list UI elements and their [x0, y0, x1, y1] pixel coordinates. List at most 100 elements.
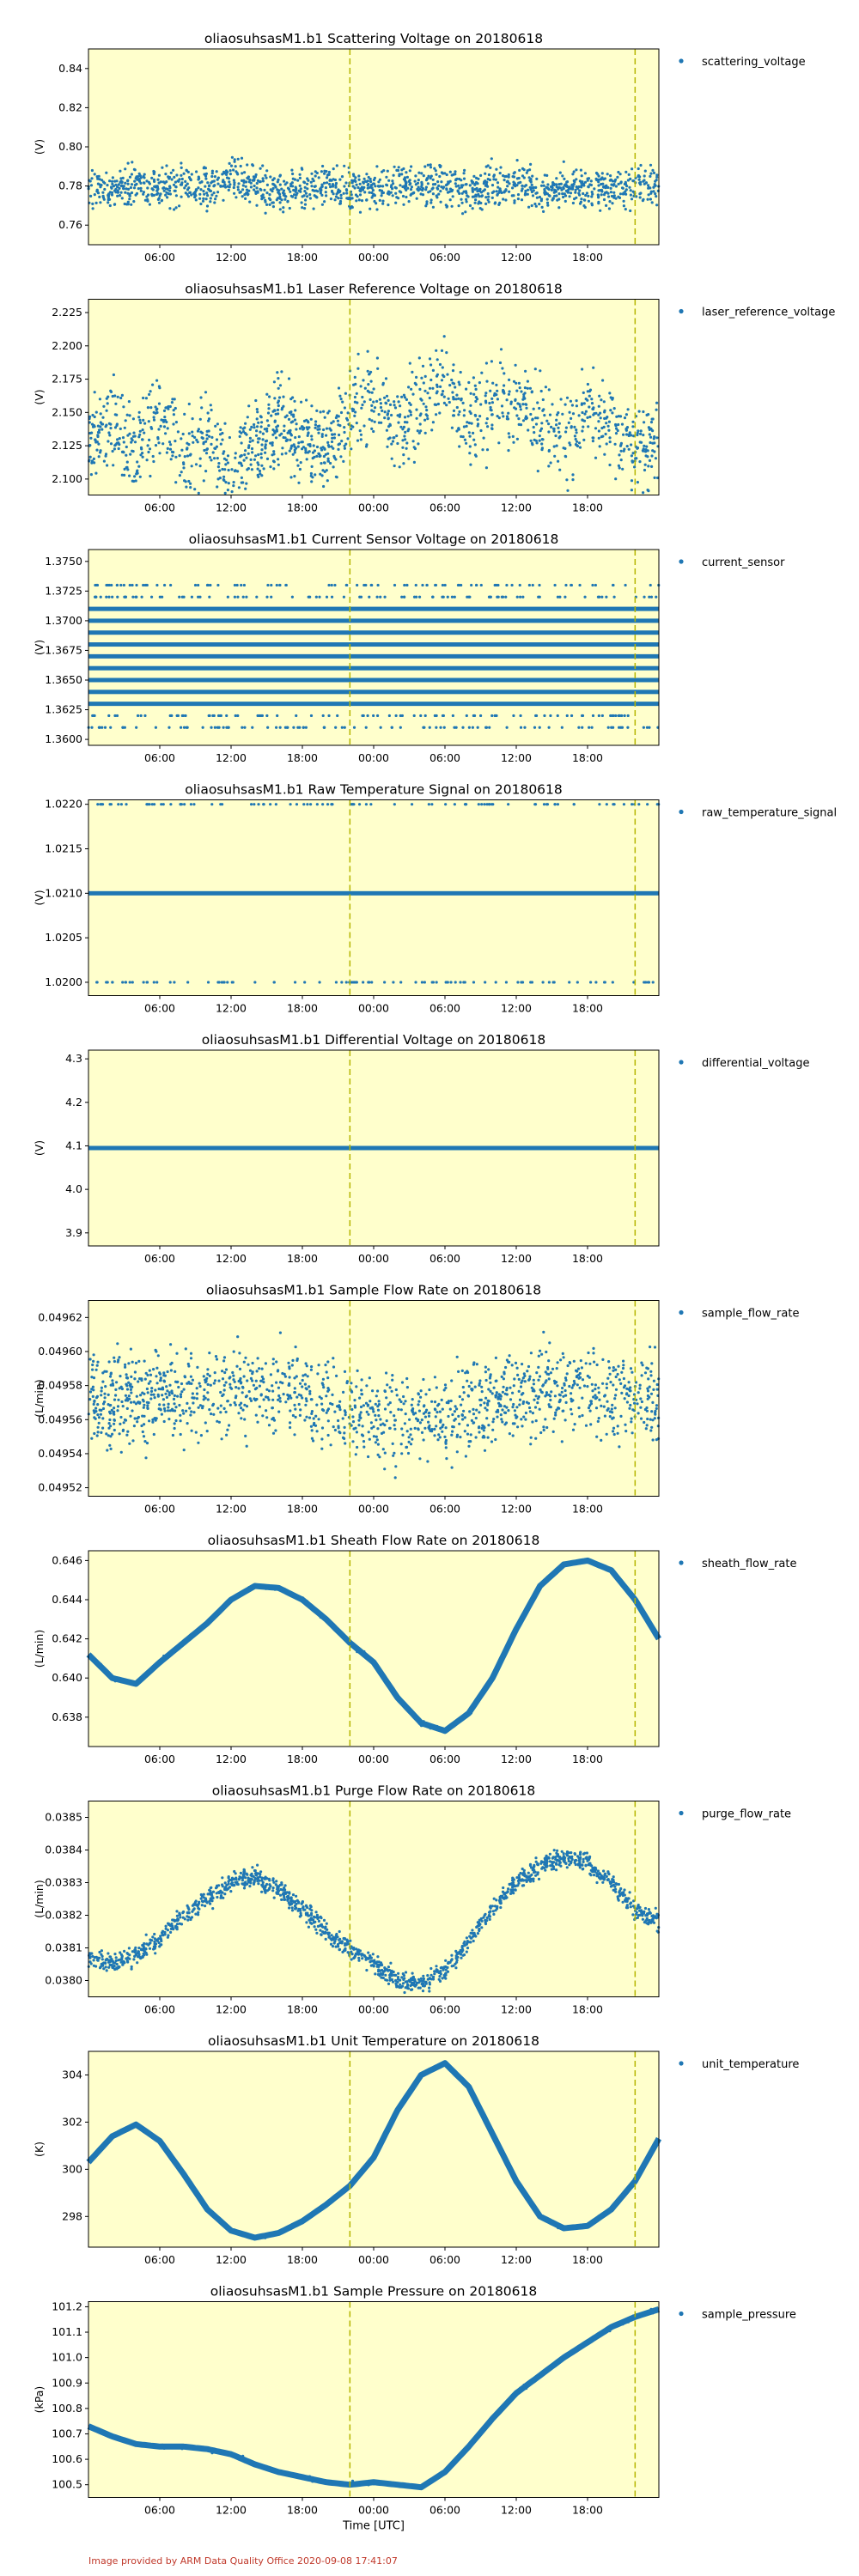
data-point: [228, 173, 232, 176]
data-point: [583, 180, 588, 184]
data-point: [161, 186, 165, 190]
data-point: [104, 453, 108, 456]
data-point: [332, 167, 335, 171]
data-points: [88, 335, 660, 495]
data-point: [92, 714, 95, 718]
data-point: [180, 161, 183, 165]
data-point: [163, 1409, 167, 1413]
data-point: [188, 191, 192, 194]
data-point: [113, 1422, 116, 1425]
data-point: [562, 1394, 565, 1398]
data-point: [622, 191, 625, 195]
data-point: [129, 1388, 132, 1391]
data-point: [361, 714, 364, 718]
data-point: [521, 595, 525, 598]
data-point: [643, 174, 646, 178]
data-point: [541, 409, 545, 412]
data-point: [428, 386, 432, 390]
data-point: [264, 211, 267, 215]
data-point: [267, 1398, 271, 1401]
data-point: [601, 182, 605, 185]
data-point: [253, 184, 256, 188]
data-point: [255, 425, 259, 428]
data-point: [642, 491, 645, 495]
data-point: [361, 403, 364, 407]
data-point: [563, 1383, 566, 1387]
data-point: [374, 1413, 377, 1417]
data-point: [174, 1419, 178, 1423]
data-point: [99, 595, 102, 598]
chart-title: oliaosuhsasM1.b1 Current Sensor Voltage …: [189, 532, 559, 547]
data-point: [399, 1400, 403, 1404]
data-point: [291, 177, 295, 180]
data-point: [430, 981, 434, 984]
data-point: [186, 1382, 189, 1385]
data-point: [368, 595, 371, 598]
data-point: [417, 1403, 420, 1406]
data-point: [235, 583, 239, 587]
data-point: [174, 185, 178, 189]
data-point: [478, 195, 481, 198]
data-point: [498, 201, 502, 204]
data-point: [430, 363, 433, 367]
data-point: [190, 465, 193, 468]
data-point: [474, 1436, 478, 1439]
x-tick-label: 18:00: [287, 751, 318, 764]
data-point: [182, 466, 186, 470]
data-point: [267, 403, 271, 406]
data-point: [494, 981, 497, 984]
data-point: [325, 427, 329, 430]
data-point: [111, 1432, 114, 1436]
data-point: [335, 1374, 338, 1377]
data-point: [322, 454, 326, 459]
data-point: [126, 161, 130, 165]
data-point: [440, 180, 443, 184]
data-point: [368, 1437, 371, 1441]
data-point: [326, 1407, 331, 1411]
data-point: [655, 1388, 659, 1391]
data-point: [322, 1409, 326, 1413]
data-point: [100, 1389, 103, 1393]
data-point: [136, 178, 139, 181]
data-point: [256, 473, 259, 477]
data-point: [209, 200, 212, 204]
data-point: [221, 1377, 225, 1381]
data-point: [332, 420, 335, 423]
data-point: [503, 1411, 507, 1414]
data-point: [547, 465, 551, 468]
data-point: [218, 714, 222, 718]
data-point: [535, 1371, 539, 1375]
data-point: [445, 205, 448, 209]
data-point: [620, 422, 624, 426]
data-point: [403, 178, 406, 181]
data-point: [455, 429, 459, 433]
data-point: [265, 1388, 269, 1391]
data-point: [465, 714, 468, 718]
data-point: [618, 192, 623, 196]
data-point: [508, 182, 511, 185]
data-point: [180, 1390, 184, 1394]
data-point: [489, 408, 492, 411]
data-point: [426, 1460, 430, 1463]
data-point: [346, 437, 350, 440]
data-point: [557, 426, 560, 429]
data-point: [370, 583, 374, 587]
data-point: [403, 176, 407, 179]
data-point: [358, 1413, 362, 1417]
data-point: [241, 1408, 245, 1412]
data-point: [293, 418, 297, 422]
data-point: [624, 427, 628, 430]
data-point: [534, 439, 538, 442]
data-point: [354, 176, 357, 179]
data-point: [532, 189, 535, 192]
data-point: [553, 188, 557, 191]
data-point: [619, 459, 623, 462]
data-point: [130, 173, 133, 176]
data-point: [479, 428, 483, 433]
data-point: [242, 459, 246, 462]
data-point: [146, 1373, 149, 1377]
data-point: [358, 182, 362, 185]
data-point: [517, 1389, 521, 1393]
data-point: [359, 595, 363, 598]
